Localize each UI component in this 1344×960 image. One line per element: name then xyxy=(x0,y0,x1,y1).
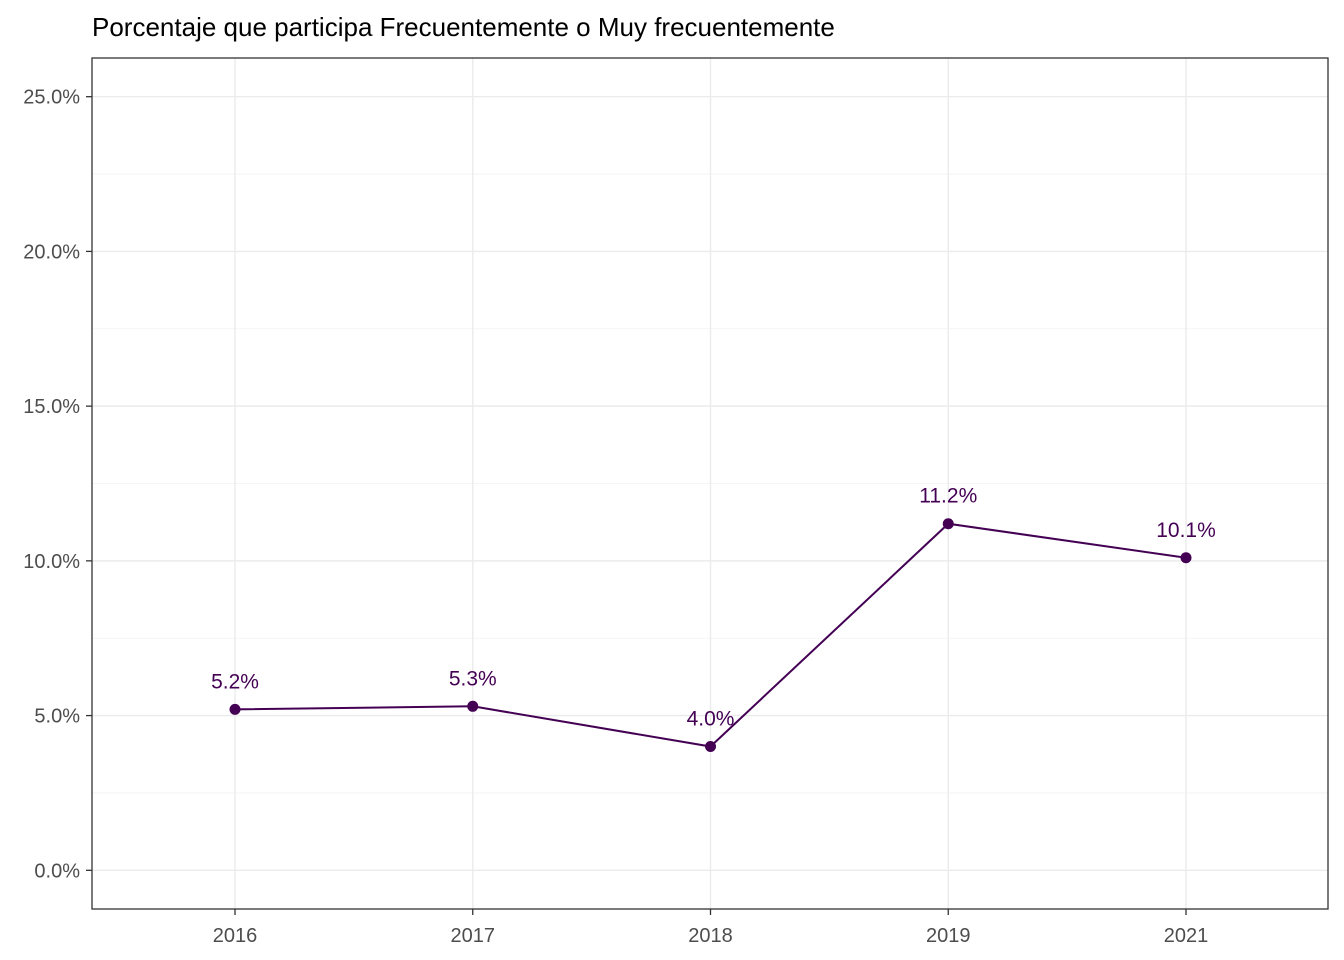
y-tick-label: 20.0% xyxy=(23,241,80,263)
y-tick-label: 10.0% xyxy=(23,551,80,573)
plot-panel-border xyxy=(91,57,1329,910)
x-tick-label: 2016 xyxy=(213,925,258,947)
data-point xyxy=(229,703,241,715)
x-tick-label: 2021 xyxy=(1164,925,1209,947)
y-tick-label: 5.0% xyxy=(34,706,80,728)
data-point xyxy=(467,700,479,712)
chart-title: Porcentaje que participa Frecuentemente … xyxy=(92,12,835,42)
data-label: 10.1% xyxy=(1156,519,1216,542)
y-tick-label: 25.0% xyxy=(23,87,80,109)
data-points xyxy=(229,518,1192,753)
x-axis: 2016 2017 2018 2019 2021 xyxy=(213,909,1209,947)
data-point xyxy=(705,741,716,753)
data-label: 4.0% xyxy=(687,708,735,731)
x-tick-label: 2018 xyxy=(688,925,733,947)
y-tick-label: 15.0% xyxy=(23,396,80,418)
data-label: 5.3% xyxy=(449,667,497,690)
data-label: 5.2% xyxy=(211,670,259,693)
data-point xyxy=(1180,552,1192,564)
data-point xyxy=(942,518,954,530)
data-labels: 5.2% 5.3% 4.0% 11.2% 10.1% xyxy=(211,485,1216,731)
x-tick-label: 2019 xyxy=(926,925,971,947)
y-axis: 0.0% 5.0% 10.0% 15.0% 20.0% 25.0% xyxy=(23,87,92,882)
x-tick-label: 2017 xyxy=(451,925,496,947)
gridlines xyxy=(92,58,1328,909)
data-label: 11.2% xyxy=(919,485,977,508)
y-tick-label: 0.0% xyxy=(34,860,80,882)
